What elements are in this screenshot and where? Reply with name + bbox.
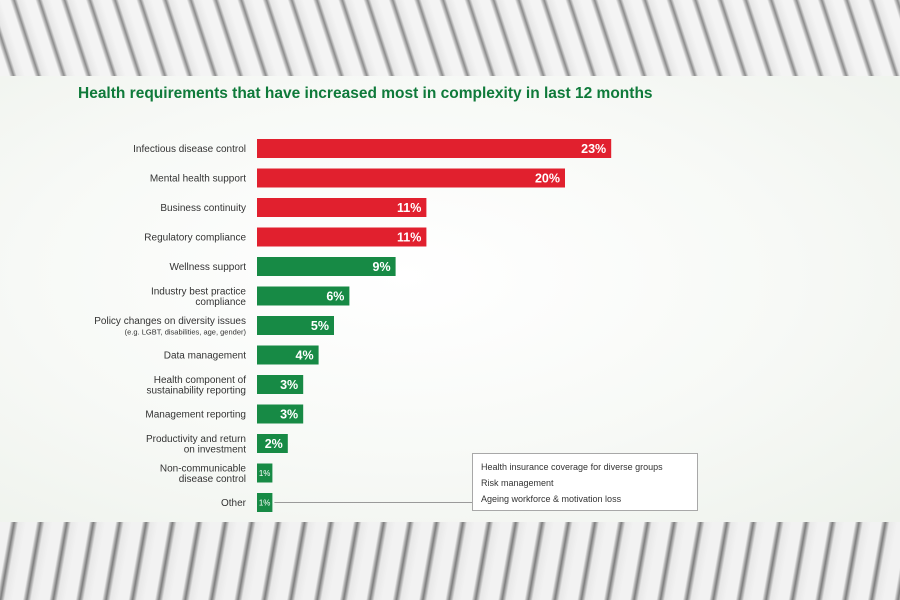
background-photo-bottom [0,522,900,600]
category-label: Policy changes on diversity issues [94,316,246,327]
other-breakdown-item: Health insurance coverage for diverse gr… [481,462,663,472]
bar [257,345,319,365]
category-label: Management reporting [145,410,246,421]
other-breakdown-item: Ageing workforce & motivation loss [481,494,622,504]
category-label: Wellness support [169,262,246,273]
bar [257,227,427,247]
category-label: Regulatory compliance [144,233,246,244]
chart-title: Health requirements that have increased … [78,85,653,102]
bar-value-label: 3% [280,378,298,392]
bar-value-label: 6% [326,290,344,304]
bar [257,198,427,217]
category-label: Data management [164,351,246,362]
bar [257,375,304,394]
bar [257,404,304,424]
bar [257,316,334,335]
bar-value-label: 1% [259,469,271,478]
category-label: Business continuity [160,203,246,214]
bar-value-label: 11% [397,231,421,245]
bar-value-label: 2% [265,437,283,451]
category-label: Other [221,498,247,509]
category-label: on investment [184,444,246,455]
bar [257,434,288,453]
bar [257,257,396,276]
bar-value-label: 11% [397,201,421,215]
category-label: compliance [195,297,246,308]
other-breakdown-item: Risk management [481,478,554,488]
bar-value-label: 23% [581,142,606,156]
category-label: sustainability reporting [147,385,247,396]
bar-value-label: 20% [535,172,560,186]
category-label: Productivity and return [146,434,246,445]
bar-value-label: 9% [373,260,391,274]
bar-value-label: 3% [280,408,298,422]
category-label: Mental health support [150,174,246,185]
category-label: Non-communicable [160,463,247,474]
background-photo-top [0,0,900,76]
category-label: Infectious disease control [133,144,246,155]
category-label: Industry best practice [151,286,246,297]
bar [257,139,612,158]
category-label: (e.g. LGBT, disabilities, age, gender) [125,327,247,336]
bar-value-label: 1% [259,499,271,508]
bar-value-label: 5% [311,319,329,333]
bar-value-label: 4% [296,349,314,363]
bar [257,168,565,188]
category-label: Health component of [154,375,247,386]
category-label: disease control [179,474,246,485]
bar [257,286,350,306]
bar [257,463,273,483]
other-breakdown-box: Health insurance coverage for diverse gr… [472,453,698,511]
bar [257,493,273,512]
